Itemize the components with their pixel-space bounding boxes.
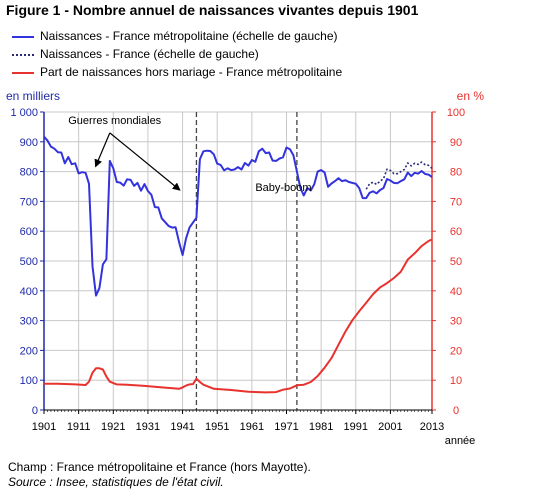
- x-tick-label: 1961: [240, 421, 264, 433]
- x-tick-label: 1991: [344, 421, 368, 433]
- annotation-wars: Guerres mondiales: [68, 115, 161, 127]
- annotations: Guerres mondiales Baby-boom: [68, 115, 311, 194]
- right-tick-label: 60: [450, 226, 462, 238]
- legend-label: Naissances - France (échelle de gauche): [40, 47, 259, 61]
- right-tick-label: 50: [450, 256, 462, 268]
- left-tick-label: 500: [20, 256, 38, 268]
- reference-lines: [195, 112, 298, 410]
- right-tick-label: 30: [450, 316, 462, 328]
- left-tick-label: 0: [32, 405, 38, 417]
- x-tick-label: 1931: [136, 421, 160, 433]
- left-tick-label: 800: [20, 167, 38, 179]
- legend-label: Naissances - France métropolitaine (éche…: [40, 29, 338, 43]
- footer-champ: Champ : France métropolitaine et France …: [8, 460, 311, 474]
- footer-source: Source : Insee, statistiques de l'état c…: [8, 475, 224, 489]
- right-tick-label: 40: [450, 286, 462, 298]
- x-tick-label: 2001: [378, 421, 402, 433]
- x-tick-label: 1901: [32, 421, 56, 433]
- legend-swatch-solid-blue: [12, 36, 34, 38]
- annotation-arrow: [94, 132, 111, 168]
- annotation-arrow: [109, 132, 181, 191]
- right-tick-label: 80: [450, 167, 462, 179]
- series-line-0: [43, 136, 433, 297]
- chart-title: Figure 1 - Nombre annuel de naissances v…: [6, 2, 419, 18]
- right-tick-label: 0: [453, 405, 459, 417]
- left-axis-label: en milliers: [6, 89, 61, 103]
- x-tick-label: 2013: [420, 421, 444, 433]
- left-tick-label: 700: [20, 196, 38, 208]
- right-tick-label: 20: [450, 345, 462, 357]
- series-line-2: [44, 238, 433, 394]
- series-line-1: [365, 161, 433, 190]
- legend-swatch-solid-red: [12, 72, 34, 74]
- x-tick-label: 1981: [309, 421, 333, 433]
- annotation-baby-boom: Baby-boom: [255, 182, 311, 194]
- grid-lines: [43, 111, 433, 411]
- legend-label: Part de naissances hors mariage - France…: [40, 65, 343, 79]
- left-tick-label: 100: [20, 375, 38, 387]
- left-tick-label: 200: [20, 345, 38, 357]
- right-tick-label: 70: [450, 196, 462, 208]
- right-tick-label: 90: [450, 137, 462, 149]
- left-tick-label: 400: [20, 286, 38, 298]
- series-lines: [43, 136, 433, 394]
- left-tick-label: 300: [20, 316, 38, 328]
- left-tick-label: 600: [20, 226, 38, 238]
- x-tick-label: 1971: [274, 421, 298, 433]
- x-tick-label: 1921: [101, 421, 125, 433]
- left-tick-label: 1 000: [10, 107, 38, 119]
- x-tick-label: 1911: [67, 421, 91, 433]
- right-tick-label: 10: [450, 375, 462, 387]
- x-tick-label: 1951: [205, 421, 229, 433]
- right-tick-label: 100: [447, 107, 465, 119]
- left-tick-label: 900: [20, 137, 38, 149]
- right-axis-label: en %: [456, 89, 484, 103]
- x-axis-label: année: [445, 435, 476, 447]
- x-tick-label: 1941: [170, 421, 194, 433]
- axes: 0 100 200 300 400 500 600 700 800 900 1 000 0 10 20 30…: [10, 107, 475, 447]
